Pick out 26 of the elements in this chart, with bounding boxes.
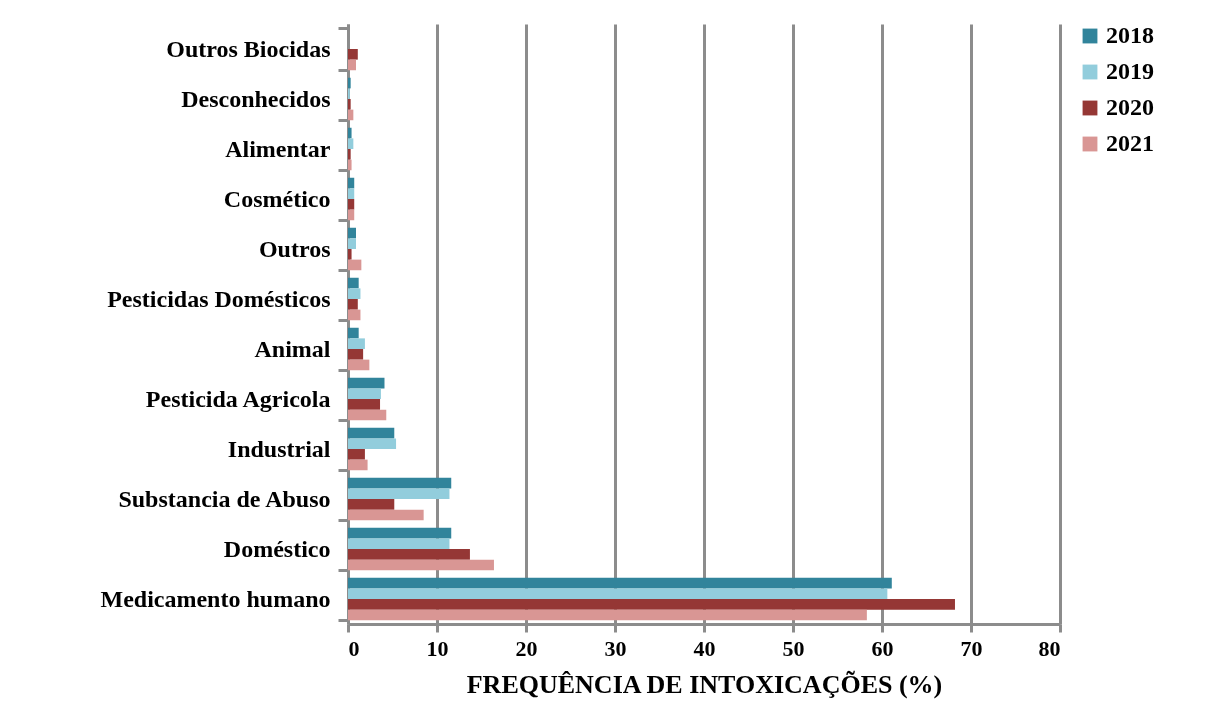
legend-label: 2018 xyxy=(1106,22,1154,48)
y-tick-label: Pesticidas Domésticos xyxy=(107,285,331,312)
y-tick-label: Medicamento humano xyxy=(100,585,331,612)
x-tick-label: 60 xyxy=(871,635,894,661)
y-tick-label: Pesticida Agricola xyxy=(145,385,331,412)
legend-label: 2020 xyxy=(1106,94,1154,120)
y-tick-label: Outros xyxy=(258,235,331,262)
y-tick-label: Substancia de Abuso xyxy=(118,485,331,512)
y-tick-label: Industrial xyxy=(227,435,331,462)
y-tick-label: Animal xyxy=(254,335,331,362)
y-tick-label: Outros Biocidas xyxy=(166,35,331,62)
legend-label: 2019 xyxy=(1106,58,1154,84)
x-tick-label: 80 xyxy=(1038,635,1061,661)
x-axis-title: FREQUÊNCIA DE INTOXICAÇÕES (%) xyxy=(466,669,943,699)
y-tick-label: Cosmético xyxy=(223,185,331,212)
x-tick-label: 10 xyxy=(426,635,449,661)
y-tick-label: Doméstico xyxy=(223,535,331,562)
legend-label: 2021 xyxy=(1106,130,1154,156)
x-tick-label: 50 xyxy=(782,635,805,661)
x-tick-label: 40 xyxy=(693,635,716,661)
y-tick-label: Alimentar xyxy=(225,135,331,162)
x-tick-label: 30 xyxy=(604,635,627,661)
x-tick-label: 20 xyxy=(515,635,538,661)
x-tick-label: 70 xyxy=(960,635,983,661)
y-tick-label: Desconhecidos xyxy=(181,85,331,112)
x-tick-label: 0 xyxy=(348,635,360,661)
